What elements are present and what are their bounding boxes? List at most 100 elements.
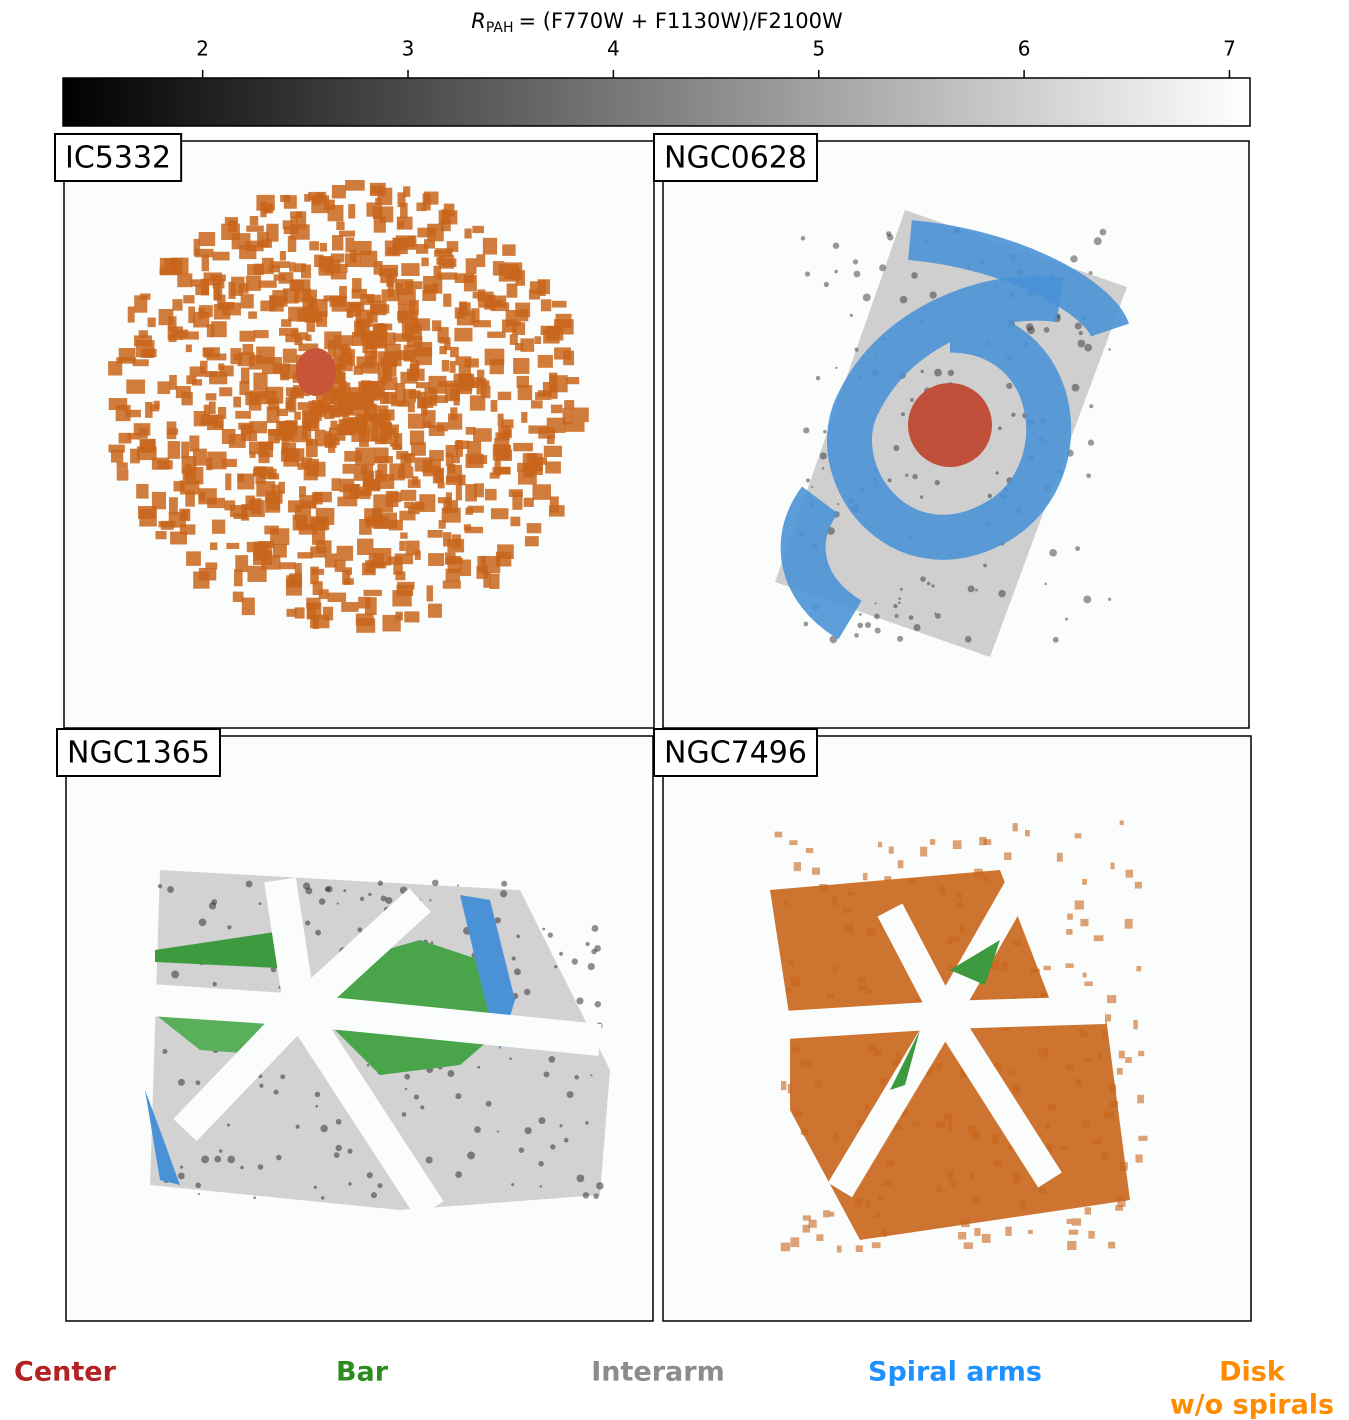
pixel-patch xyxy=(571,407,589,423)
artifact-streak xyxy=(877,903,958,1022)
pixel-patch xyxy=(458,384,472,395)
pixel-patch xyxy=(186,375,197,385)
pixel-patch xyxy=(793,862,802,872)
pixel-patch xyxy=(170,329,189,339)
pixel-patch xyxy=(351,288,367,299)
pixel-patch xyxy=(463,524,472,531)
dark-pixel xyxy=(335,1144,342,1152)
dark-pixel xyxy=(430,941,434,945)
dark-pixel xyxy=(926,581,931,586)
dark-pixel xyxy=(1078,330,1083,336)
pixel-patch xyxy=(564,421,585,432)
pixel-patch xyxy=(483,572,491,588)
pixel-patch xyxy=(137,505,157,519)
pixel-patch xyxy=(800,1060,811,1068)
pixel-patch xyxy=(1047,1103,1056,1111)
pixel-patch xyxy=(219,365,234,377)
pixel-patch xyxy=(371,413,391,429)
pixel-patch xyxy=(218,406,227,419)
pixel-patch xyxy=(349,250,357,263)
pixel-patch xyxy=(1019,1200,1026,1209)
pixel-patch xyxy=(494,449,504,457)
dark-pixel xyxy=(574,1075,579,1080)
pixel-patch xyxy=(1137,1094,1144,1104)
pixel-patch xyxy=(298,523,318,535)
pixel-patch xyxy=(1005,1226,1012,1236)
dark-pixel xyxy=(854,633,859,638)
pixel-patch xyxy=(441,359,450,372)
pixel-patch xyxy=(537,279,550,295)
pixel-patch xyxy=(228,281,236,299)
panel-title-box xyxy=(653,728,818,777)
pixel-patch xyxy=(428,603,442,618)
pixel-patch xyxy=(364,597,377,615)
pixel-patch xyxy=(510,516,521,527)
pixel-patch xyxy=(408,390,421,399)
pixel-patch xyxy=(108,398,128,410)
pixel-patch xyxy=(535,392,552,400)
dark-pixel xyxy=(1086,473,1092,479)
pixel-patch xyxy=(233,396,242,408)
dark-pixel xyxy=(874,627,881,634)
pixel-patch xyxy=(1084,1207,1092,1215)
pixel-patch xyxy=(1014,1177,1021,1184)
pixel-patch xyxy=(873,1049,883,1057)
dark-pixel xyxy=(496,1130,499,1133)
pixel-patch xyxy=(992,1063,1002,1070)
pixel-patch xyxy=(239,381,250,396)
pixel-patch xyxy=(500,419,514,429)
pixel-patch xyxy=(206,324,215,338)
pixel-patch xyxy=(189,366,205,377)
dark-pixel xyxy=(326,885,333,893)
pixel-patch xyxy=(421,257,429,267)
pixel-patch xyxy=(472,291,480,299)
dark-pixel xyxy=(543,1071,550,1078)
dark-pixel xyxy=(524,988,531,996)
dark-pixel xyxy=(370,1192,377,1199)
pixel-patch xyxy=(844,924,854,934)
pixel-patch xyxy=(506,283,518,298)
pixel-patch xyxy=(298,332,309,340)
pixel-patch xyxy=(208,401,216,414)
pixel-patch xyxy=(1013,1172,1022,1180)
pixel-patch xyxy=(258,280,277,288)
pixel-patch xyxy=(1065,1063,1075,1071)
pixel-patch xyxy=(432,320,442,332)
bar-region xyxy=(950,940,1000,985)
pixel-patch xyxy=(209,274,226,282)
pixel-patch xyxy=(832,966,838,974)
pixel-patch xyxy=(258,441,273,458)
pixel-patch xyxy=(118,348,136,362)
artifact-streak xyxy=(298,994,602,1056)
dark-pixel xyxy=(474,1126,481,1133)
dark-pixel xyxy=(198,918,207,927)
pixel-patch xyxy=(363,394,374,408)
pixel-patch xyxy=(1074,900,1084,910)
pixel-patch xyxy=(147,317,156,328)
pixel-patch xyxy=(1109,1084,1117,1093)
pixel-patch xyxy=(116,462,128,470)
pixel-patch xyxy=(295,211,307,230)
pixel-patch xyxy=(288,394,297,413)
artifact-streak xyxy=(932,868,1038,1022)
pixel-patch xyxy=(365,560,376,574)
pixel-patch xyxy=(545,461,561,474)
pixel-patch xyxy=(792,1047,801,1053)
pixel-patch xyxy=(365,330,384,342)
pixel-patch xyxy=(473,428,492,442)
pixel-patch xyxy=(363,589,382,596)
pixel-patch xyxy=(936,1185,942,1193)
pixel-patch xyxy=(563,350,575,366)
dark-pixel xyxy=(171,970,180,979)
artifact-streak xyxy=(286,1001,444,1219)
pixel-patch xyxy=(341,602,359,612)
pixel-patch xyxy=(319,242,328,252)
pixel-patch xyxy=(533,457,548,465)
artifact-streak xyxy=(289,888,431,1022)
pixel-patch xyxy=(486,295,507,307)
pixel-patch xyxy=(958,1232,967,1240)
dark-pixel xyxy=(214,1155,222,1163)
pixel-patch xyxy=(409,364,420,378)
pixel-patch xyxy=(286,608,297,617)
pixel-patch xyxy=(177,273,193,288)
